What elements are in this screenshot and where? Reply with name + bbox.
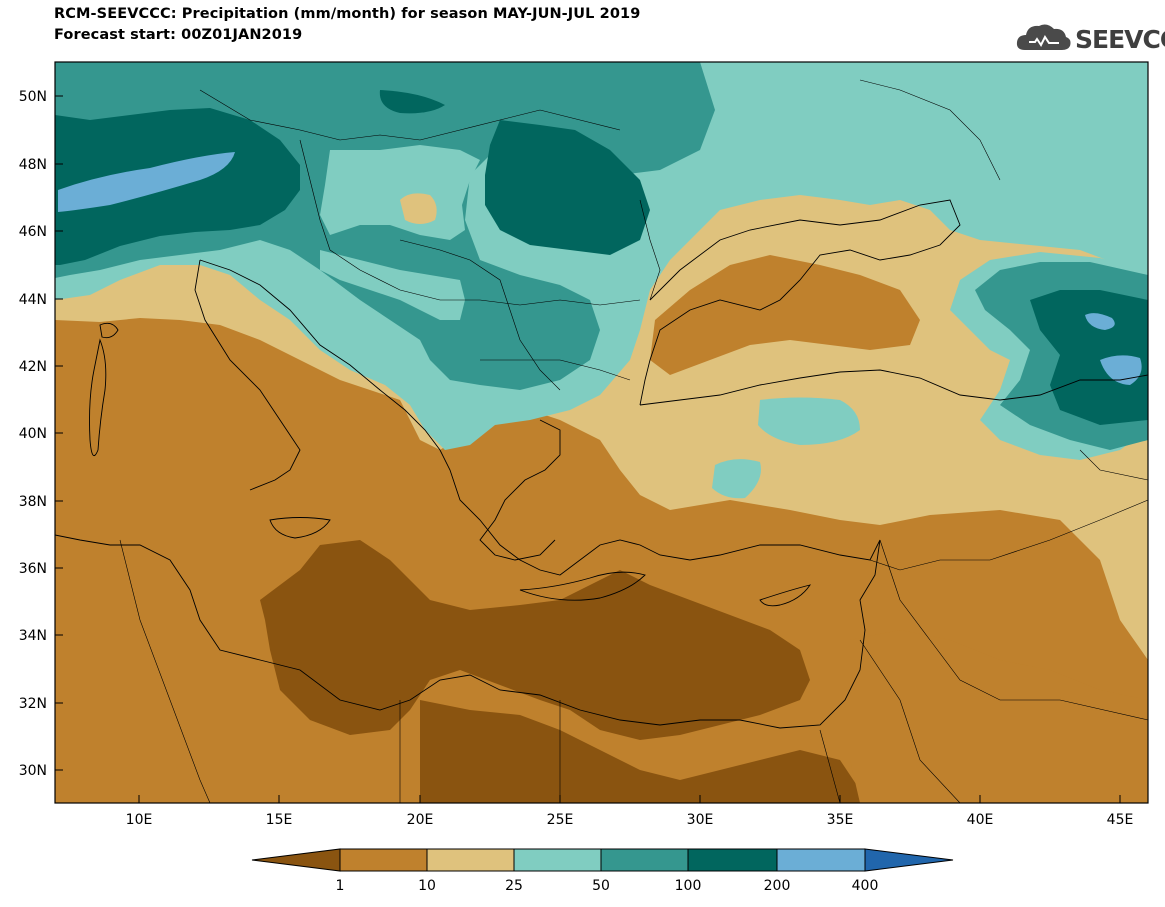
lat-label: 50N (19, 89, 47, 105)
colorbar: 1 10 25 50 100 200 400 (251, 848, 954, 894)
lon-label: 45E (1107, 812, 1134, 828)
forecast-start-subtitle: Forecast start: 00Z01JAN2019 (54, 27, 303, 43)
colorbar-label: 100 (675, 878, 702, 894)
lat-label: 44N (19, 292, 47, 308)
lon-label: 20E (407, 812, 434, 828)
lon-label: 30E (687, 812, 714, 828)
coastlines (55, 199, 1148, 729)
colorbar-label: 25 (505, 878, 523, 894)
lon-axis: 10E 15E 20E 25E 30E 35E 40E 45E (126, 795, 1134, 828)
logo-text: SEEVCCC (1075, 25, 1165, 54)
lat-axis: 50N 48N 46N 44N 42N 40N 38N 36N 34N 32N … (19, 89, 63, 779)
colorbar-swatch-5 (687, 848, 778, 872)
seevccc-logo: SEEVCCC (1015, 20, 1165, 60)
lat-label: 42N (19, 359, 47, 375)
colorbar-label: 1 (336, 878, 345, 894)
colorbar-label: 200 (764, 878, 791, 894)
colorbar-swatch-0 (251, 848, 341, 872)
lat-label: 30N (19, 763, 47, 779)
colorbar-label: 10 (418, 878, 436, 894)
colorbar-label: 400 (852, 878, 879, 894)
lon-label: 25E (547, 812, 574, 828)
lat-label: 34N (19, 628, 47, 644)
lon-label: 10E (126, 812, 153, 828)
colorbar-swatch-7 (864, 848, 954, 872)
country-borders (119, 79, 1148, 803)
lon-label: 35E (827, 812, 854, 828)
colorbar-swatch-2 (426, 848, 515, 872)
map-title: RCM-SEEVCCC: Precipitation (mm/month) fo… (54, 6, 641, 22)
colorbar-swatch-1 (339, 848, 428, 872)
colorbar-swatch-3 (513, 848, 602, 872)
precipitation-field (55, 62, 1148, 803)
lon-label: 15E (266, 812, 293, 828)
lat-label: 32N (19, 696, 47, 712)
lat-label: 48N (19, 157, 47, 173)
lon-label: 40E (967, 812, 994, 828)
colorbar-swatch-4 (600, 848, 689, 872)
lat-label: 36N (19, 561, 47, 577)
lat-label: 38N (19, 494, 47, 510)
colorbar-label: 50 (592, 878, 610, 894)
colorbar-swatch-6 (776, 848, 866, 872)
lat-label: 46N (19, 224, 47, 240)
lat-label: 40N (19, 426, 47, 442)
cloud-icon (1016, 24, 1071, 50)
